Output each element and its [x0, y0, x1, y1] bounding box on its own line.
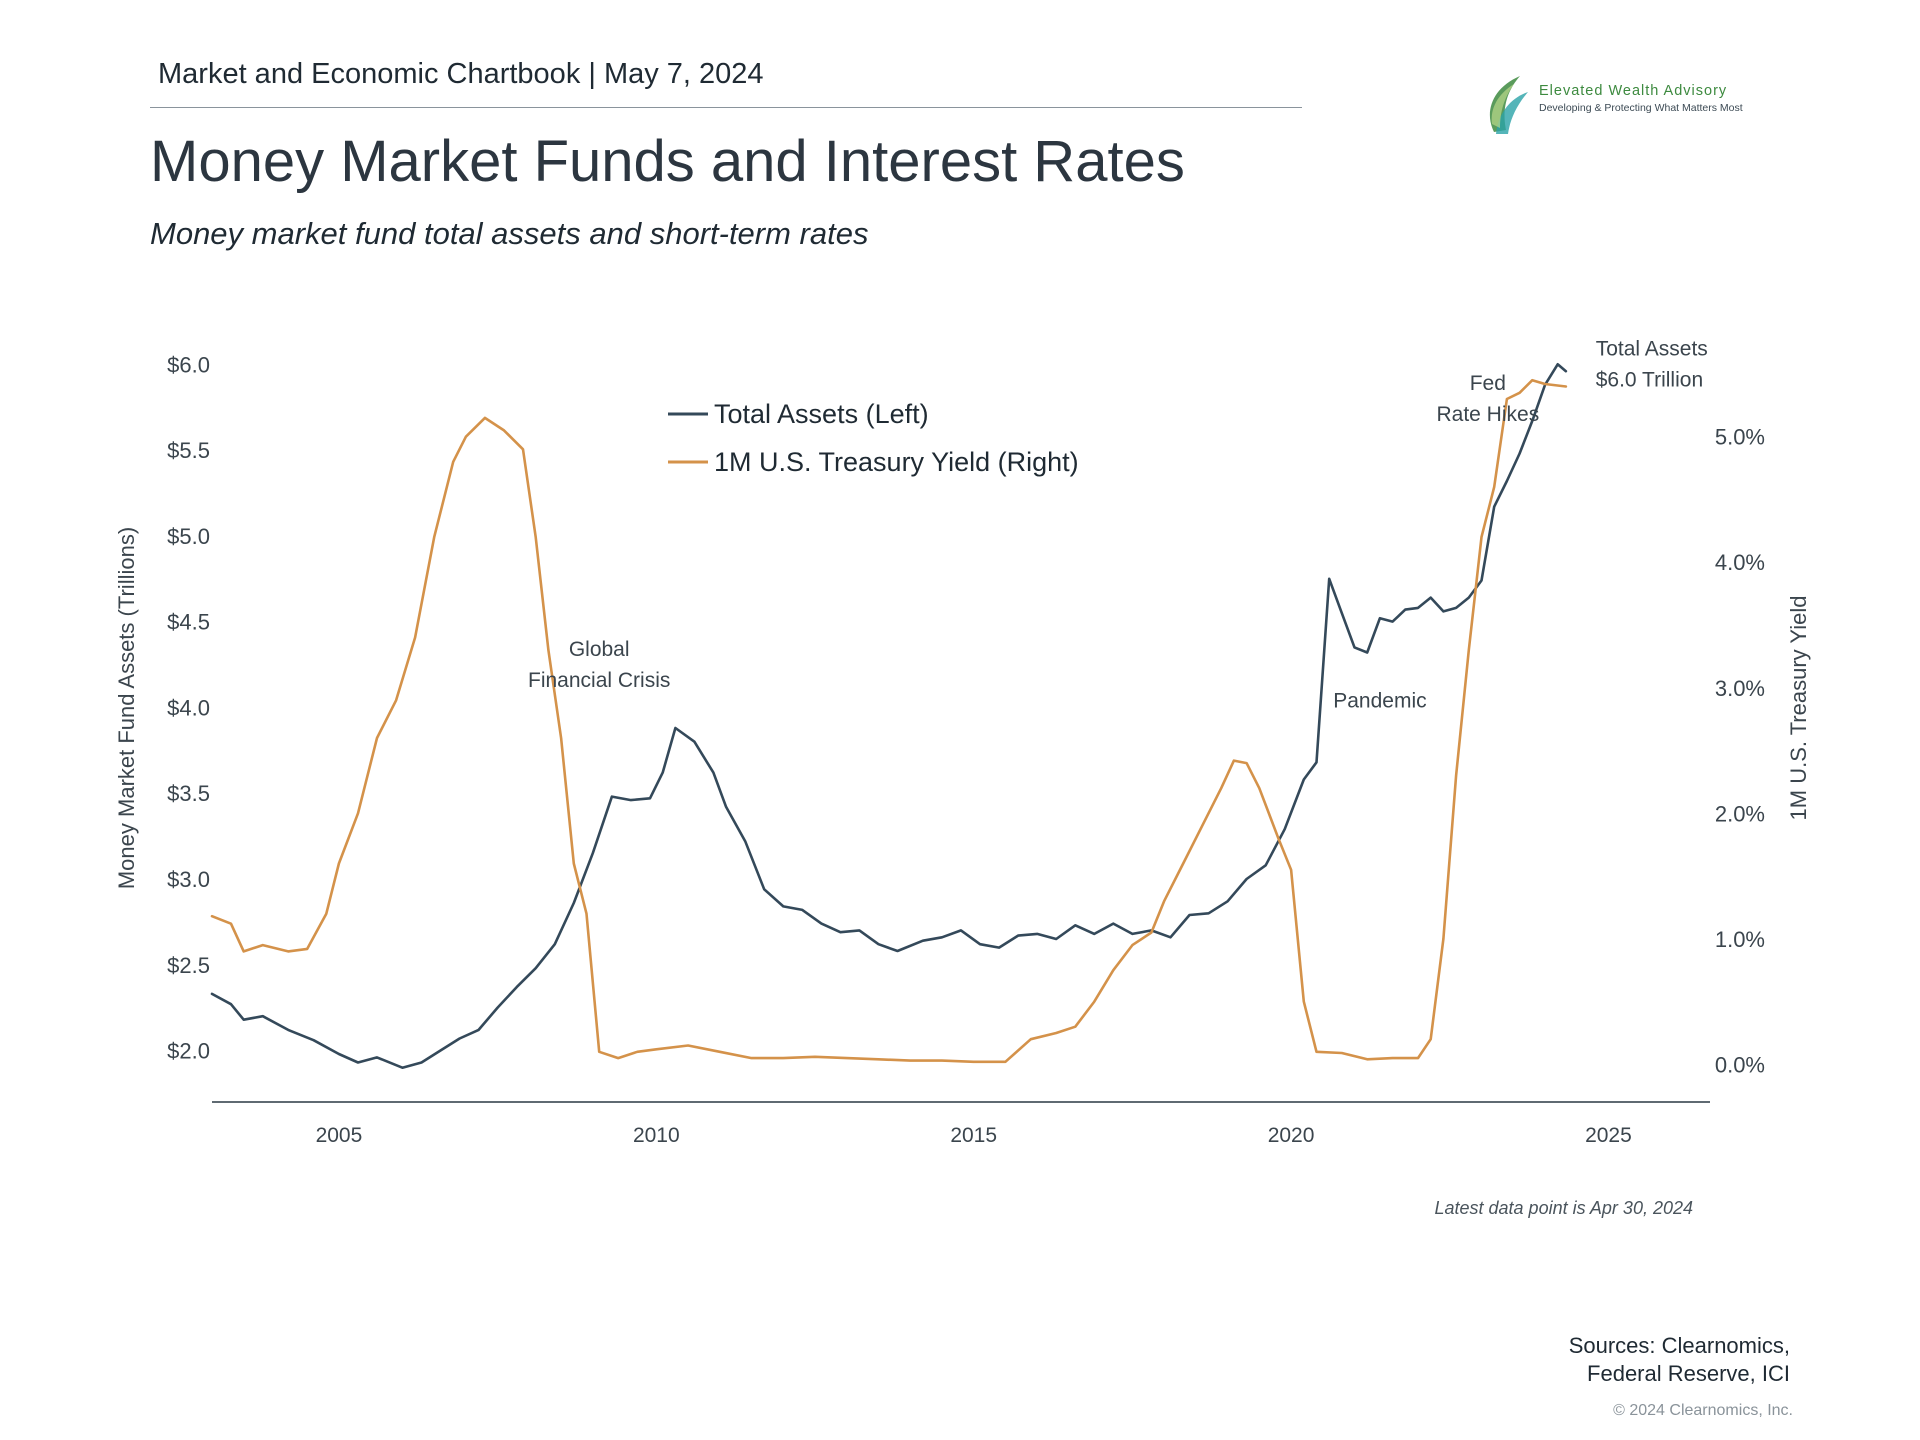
- sources-note: Sources: Clearnomics, Federal Reserve, I…: [1390, 1332, 1790, 1388]
- chartbook-header: Market and Economic Chartbook | May 7, 2…: [158, 58, 764, 90]
- y-left-tick-label: $4.5: [167, 610, 210, 635]
- annotation-total-assets-line: $6.0 Trillion: [1596, 369, 1703, 392]
- annotation-fed-rate-hikes-line: Rate Hikes: [1436, 403, 1539, 426]
- treasury-yield-line: [210, 378, 1568, 1064]
- y-right-axis-title: 1M U.S. Treasury Yield: [1786, 596, 1811, 821]
- x-tick-label: 2025: [1585, 1124, 1632, 1147]
- page-subtitle: Money market fund total assets and short…: [150, 216, 869, 251]
- y-left-tick-label: $3.5: [167, 781, 210, 806]
- y-right-tick-label: 1.0%: [1715, 927, 1765, 952]
- annotation-fed-rate-hikes-line: Fed: [1470, 372, 1506, 395]
- y-right-tick-label: 0.0%: [1715, 1052, 1765, 1077]
- copyright-notice: © 2024 Clearnomics, Inc.: [1613, 1402, 1793, 1419]
- y-left-tick-label: $4.0: [167, 695, 210, 720]
- annotation-global-financial-crisis-line: Financial Crisis: [528, 669, 670, 692]
- y-left-tick-label: $2.0: [167, 1039, 210, 1064]
- sources-line-2: Federal Reserve, ICI: [1587, 1361, 1790, 1386]
- brand-logo: Elevated Wealth Advisory Developing & Pr…: [1484, 72, 1784, 136]
- y-left-tick-label: $6.0: [167, 352, 210, 377]
- annotation-pandemic-line: Pandemic: [1333, 689, 1426, 712]
- page-title: Money Market Funds and Interest Rates: [150, 129, 1185, 194]
- legend-label-treasury-yield: 1M U.S. Treasury Yield (Right): [714, 447, 1079, 477]
- latest-data-note: Latest data point is Apr 30, 2024: [1434, 1198, 1693, 1218]
- y-right-tick-label: 2.0%: [1715, 801, 1765, 826]
- x-tick-label: 2020: [1268, 1124, 1315, 1147]
- y-right-tick-label: 5.0%: [1715, 425, 1765, 450]
- annotation-total-assets-line: Total Assets: [1596, 338, 1708, 361]
- legend-label-total-assets: Total Assets (Left): [714, 399, 929, 429]
- y-left-tick-label: $3.0: [167, 867, 210, 892]
- x-tick-label: 2015: [950, 1124, 997, 1147]
- annotation-global-financial-crisis-line: Global: [569, 638, 630, 661]
- x-tick-label: 2005: [316, 1124, 363, 1147]
- logo-company-name: Elevated Wealth Advisory: [1539, 83, 1728, 99]
- y-left-tick-label: $5.0: [167, 524, 210, 549]
- y-left-axis-title: Money Market Fund Assets (Trillions): [114, 527, 139, 889]
- total-assets-line: [210, 363, 1568, 1069]
- logo-tagline: Developing & Protecting What Matters Mos…: [1539, 102, 1743, 114]
- y-left-tick-label: $5.5: [167, 438, 210, 463]
- y-right-tick-label: 3.0%: [1715, 676, 1765, 701]
- leaf-logo-icon: [1489, 76, 1528, 134]
- sources-line-1: Sources: Clearnomics,: [1568, 1333, 1790, 1358]
- header-divider: [150, 107, 1302, 108]
- x-tick-label: 2010: [633, 1124, 680, 1147]
- y-left-tick-label: $2.5: [167, 953, 210, 978]
- y-right-tick-label: 4.0%: [1715, 550, 1765, 575]
